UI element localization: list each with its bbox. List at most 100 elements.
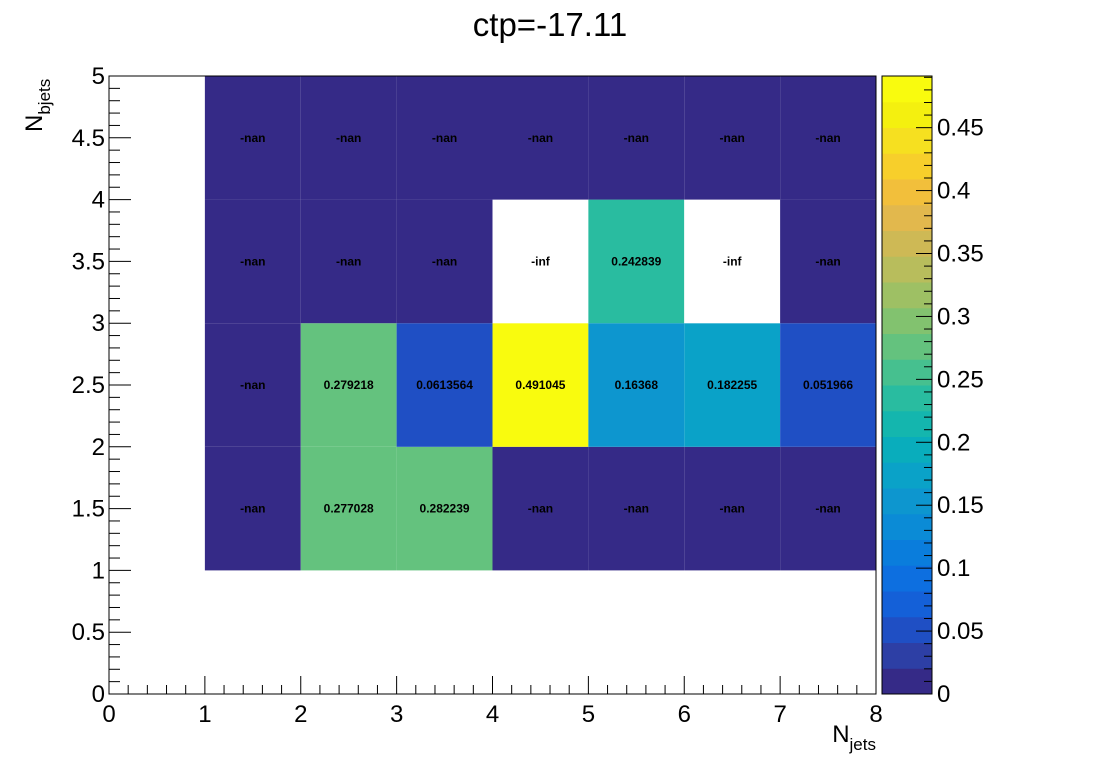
- y-tick-label: 1.5: [72, 496, 105, 523]
- colorbar-segment: [882, 642, 932, 669]
- colorbar-segment: [882, 462, 932, 489]
- heatmap-cells: [204, 76, 876, 571]
- cell-value-label: 0.182255: [707, 378, 757, 392]
- colorbar-frame: [881, 75, 933, 695]
- colorbar-tick-label: 0.45: [937, 115, 984, 142]
- colorbar-segment: [882, 591, 932, 618]
- colorbar-segment: [882, 76, 932, 103]
- colorbar-segment: [882, 668, 932, 695]
- colorbar-segment: [882, 101, 932, 128]
- cell-value-label: 0.16368: [615, 378, 659, 392]
- heatmap-cell: [300, 199, 397, 324]
- heatmap-cell: [492, 199, 589, 324]
- colorbar-tick-label: 0.2: [937, 429, 970, 456]
- y-tick-label: 3.5: [72, 248, 105, 275]
- heatmap-cell: [300, 76, 397, 200]
- colorbar-segment: [882, 204, 932, 231]
- x-tick-label: 7: [773, 701, 786, 728]
- colorbar-segment: [882, 488, 932, 515]
- colorbar-segment: [882, 307, 932, 334]
- y-tick-label: 5: [92, 63, 105, 90]
- x-tick-label: 0: [102, 701, 115, 728]
- colorbar-segment: [882, 616, 932, 643]
- y-tick-label: 4: [92, 187, 105, 214]
- cell-value-label: -nan: [240, 378, 265, 392]
- heatmap-cell-labels: -nan 0.277028 0.282239 -nan -nan -nan -nan -nan…: [240, 131, 853, 516]
- y-tick-label: 0.5: [72, 619, 105, 646]
- cell-value-label: -nan: [624, 131, 649, 145]
- heatmap-cell: [396, 199, 493, 324]
- cell-value-label: 0.0613564: [416, 378, 473, 392]
- heatmap-cell: [492, 446, 589, 571]
- cell-value-label: -inf: [531, 254, 551, 268]
- colorbar-segment: [882, 385, 932, 412]
- colorbar-segment: [882, 256, 932, 283]
- colorbar-tick-label: 0.35: [937, 241, 984, 268]
- heatmap-cell: [396, 446, 493, 571]
- heatmap-cell: [588, 323, 685, 447]
- colorbar-segment: [882, 127, 932, 154]
- heatmap-cell: [684, 76, 781, 200]
- cell-value-label: -nan: [720, 131, 745, 145]
- heatmap-cell: [780, 199, 876, 324]
- cell-value-label: 0.279218: [324, 378, 374, 392]
- cell-value-label: -nan: [815, 254, 840, 268]
- colorbar-tick-label: 0: [937, 681, 950, 708]
- cell-value-label: -nan: [815, 502, 840, 516]
- heatmap-cell: [492, 76, 589, 200]
- cell-value-label: 0.282239: [420, 502, 470, 516]
- heatmap-cell: [588, 446, 685, 571]
- cell-value-label: -nan: [432, 131, 457, 145]
- heatmap-cell: [492, 323, 589, 447]
- heatmap-cell: [684, 199, 781, 324]
- heatmap-cell: [396, 323, 493, 447]
- cell-value-label: -nan: [528, 502, 553, 516]
- heatmap-cell: [780, 446, 876, 571]
- cell-value-label: 0.242839: [611, 254, 661, 268]
- x-tick-label: 1: [198, 701, 211, 728]
- x-tick-label: 4: [486, 701, 499, 728]
- y-axis-label: Nbjets: [21, 79, 54, 132]
- x-axis: 0 1 2 3 4 5 6 7 8: [102, 676, 883, 728]
- colorbar-axis: 0 0.05 0.1 0.15 0.2 0.25 0.3 0.35 0.4 0.45: [916, 76, 984, 708]
- heatmap-cell: [204, 199, 301, 324]
- colorbar-segment: [882, 410, 932, 437]
- cell-value-label: 0.051966: [803, 378, 853, 392]
- colorbar-segment: [882, 565, 932, 592]
- heatmap-cell: [204, 76, 301, 200]
- cell-value-label: -inf: [723, 254, 743, 268]
- y-tick-label: 2.5: [72, 372, 105, 399]
- colorbar-segment: [882, 333, 932, 360]
- heatmap-cell: [684, 323, 781, 447]
- cell-value-label: -nan: [336, 254, 361, 268]
- cell-value-label: -nan: [240, 254, 265, 268]
- colorbar-segment: [882, 282, 932, 309]
- colorbar-tick-label: 0.15: [937, 492, 984, 519]
- x-tick-label: 5: [582, 701, 595, 728]
- cell-value-label: -nan: [240, 131, 265, 145]
- y-tick-label: 2: [92, 434, 105, 461]
- cell-value-label: 0.277028: [324, 502, 374, 516]
- heatmap-cell: [588, 199, 685, 324]
- cell-value-label: -nan: [624, 502, 649, 516]
- x-tick-label: 6: [678, 701, 691, 728]
- colorbar: [881, 75, 933, 695]
- y-tick-label: 0: [92, 681, 105, 708]
- cell-value-label: 0.491045: [515, 378, 565, 392]
- x-axis-label: Njets: [832, 721, 876, 754]
- cell-value-label: -nan: [240, 502, 265, 516]
- heatmap-cell: [300, 323, 397, 447]
- cell-value-label: -nan: [528, 131, 553, 145]
- heatmap-cell: [204, 323, 301, 447]
- y-tick-label: 1: [92, 557, 105, 584]
- cell-value-label: -nan: [336, 131, 361, 145]
- y-axis: 0 0.5 1 1.5 2 2.5 3 3.5 4 4.5 5: [72, 63, 131, 708]
- heatmap-cell: [780, 76, 876, 200]
- colorbar-tick-label: 0.4: [937, 178, 970, 205]
- heatmap-cell: [300, 446, 397, 571]
- chart-title: ctp=-17.11: [473, 6, 627, 43]
- colorbar-segment: [882, 436, 932, 463]
- colorbar-segment: [882, 179, 932, 206]
- cell-value-label: -nan: [720, 502, 745, 516]
